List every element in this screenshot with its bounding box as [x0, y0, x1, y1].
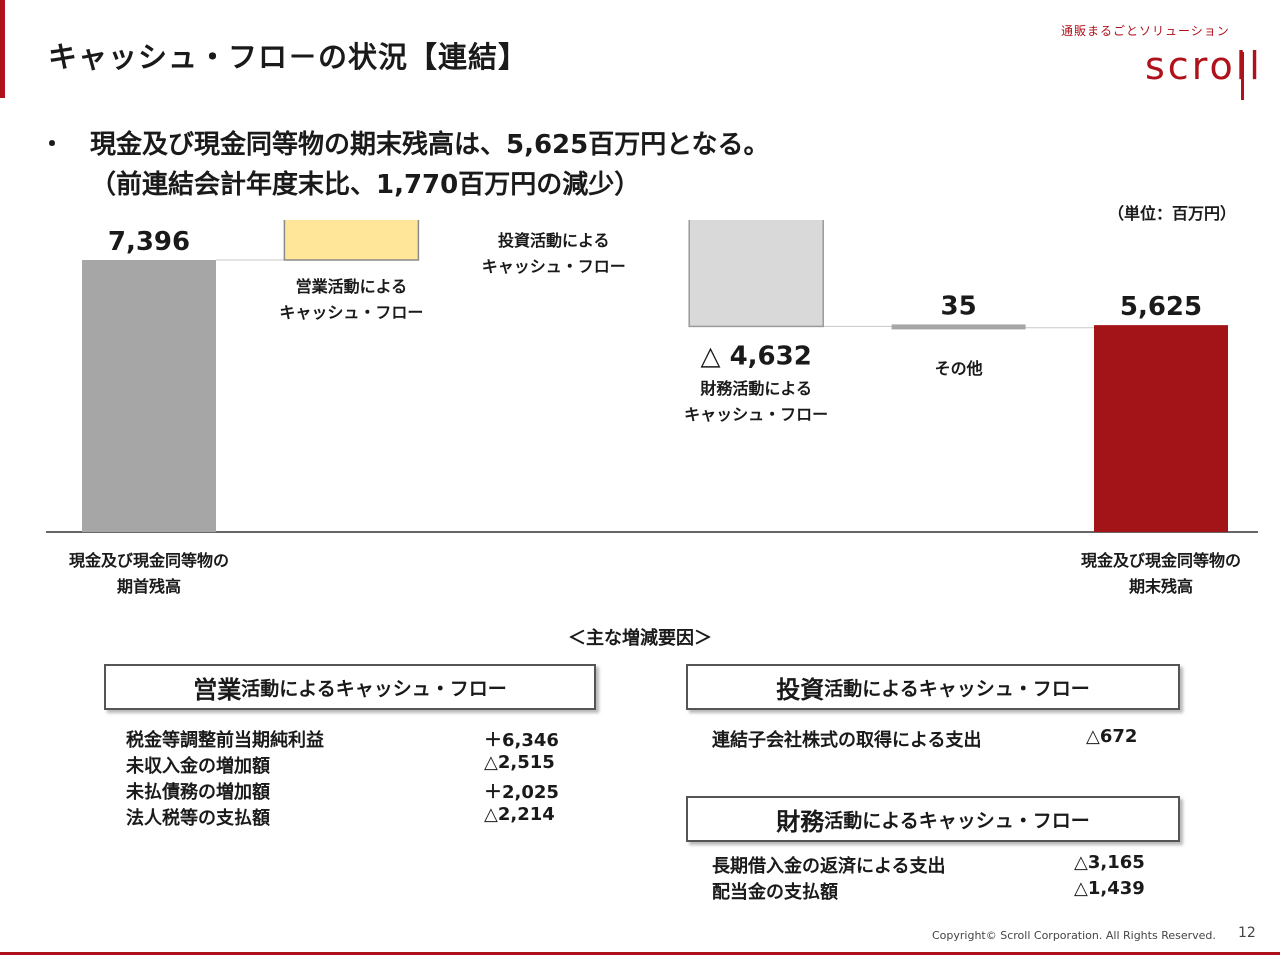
category-label-line: 現金及び現金同等物の [1080, 551, 1241, 570]
investing-title-small: 活動によるキャッシュ・フロー [824, 677, 1090, 700]
category-label-line: 期末残高 [1128, 577, 1193, 596]
waterfall-bar [82, 260, 216, 532]
investing-title-big: 投資 [776, 675, 825, 704]
category-label-line: 営業活動による [295, 277, 408, 296]
category-label: 営業活動による キャッシュ・フロー [241, 274, 461, 326]
operating-section-header: 営業 活動によるキャッシュ・フロー [104, 664, 596, 710]
category-label-line: キャッシュ・フロー [481, 257, 626, 277]
financing-item-value: △3,165 [1074, 852, 1145, 873]
operating-title-small: 活動によるキャッシュ・フロー [241, 677, 507, 700]
financing-title-big: 財務 [776, 807, 825, 836]
category-label: その他 [849, 356, 1069, 382]
footer-line [0, 952, 1280, 955]
investing-section-header: 投資 活動によるキャッシュ・フロー [686, 664, 1180, 710]
waterfall-bar [283, 220, 420, 261]
financing-item-label: 配当金の支払額 [712, 882, 838, 903]
operating-item-value: ＋6,346 [484, 730, 559, 751]
category-label-line: 財務活動による [700, 379, 812, 399]
waterfall-bar [688, 220, 824, 328]
waterfall-bar [891, 324, 1026, 330]
category-label-line: その他 [934, 359, 983, 379]
operating-item-label: 税金等調整前当期純利益 [126, 730, 324, 751]
logo-wordmark: scroll [1145, 44, 1263, 88]
copyright: Copyright© Scroll Corporation. All Right… [932, 929, 1216, 942]
value-label: 7,396 [108, 227, 190, 257]
page-title: キャッシュ・フロ－の状況【連結】 [48, 40, 529, 74]
page-number: 12 [1238, 925, 1256, 941]
value-label: 35 [941, 291, 977, 321]
category-label-line: 期首残高 [116, 577, 181, 596]
summary-line-2: （前連結会計年度末比、1,770百万円の減少） [90, 170, 641, 200]
logo-tagline: 通販まるごとソリューション [1061, 24, 1230, 38]
category-label: 現金及び現金同等物の 期首残高 [39, 548, 259, 600]
operating-title-big: 営業 [193, 675, 242, 704]
operating-item-value: ＋2,025 [484, 782, 559, 803]
financing-title-small: 活動によるキャッシュ・フロー [824, 809, 1090, 832]
financing-section-header: 財務 活動によるキャッシュ・フロー [686, 796, 1180, 842]
left-accent-bar [0, 0, 5, 98]
value-label: △ 4,632 [701, 341, 812, 371]
category-label: 投資活動による キャッシュ・フロー [444, 228, 664, 280]
operating-item-label: 法人税等の支払額 [126, 808, 270, 829]
category-label-line: キャッシュ・フロー [684, 405, 829, 425]
unit-note: （単位：百万円） [1108, 204, 1237, 223]
category-label-line: 投資活動による [498, 231, 610, 251]
waterfall-bar [1094, 325, 1228, 532]
category-label: 現金及び現金同等物の 期末残高 [1051, 548, 1271, 600]
factors-title: ＜主な増減要因＞ [568, 628, 712, 649]
investing-item-value: △672 [1086, 726, 1138, 747]
financing-item-label: 長期借入金の返済による支出 [712, 856, 946, 877]
value-label: 5,625 [1120, 292, 1202, 322]
logo-bar [1241, 52, 1244, 100]
scroll-logo: 通販まるごとソリューション scroll [1055, 22, 1265, 102]
operating-item-label: 未払債務の増加額 [126, 782, 270, 803]
operating-item-value: △2,214 [484, 804, 555, 825]
operating-item-value: △2,515 [484, 752, 555, 773]
investing-item-label: 連結子会社株式の取得による支出 [712, 730, 982, 751]
category-label-line: 現金及び現金同等物の [68, 551, 229, 570]
summary-line-1: 現金及び現金同等物の期末残高は、5,625百万円となる。 [90, 130, 770, 160]
category-label-line: キャッシュ・フロー [279, 303, 424, 322]
category-label: 財務活動による キャッシュ・フロー [646, 376, 866, 428]
bullet-dot: ・ [40, 130, 64, 158]
operating-item-label: 未収入金の増加額 [126, 756, 270, 777]
financing-item-value: △1,439 [1074, 878, 1145, 899]
